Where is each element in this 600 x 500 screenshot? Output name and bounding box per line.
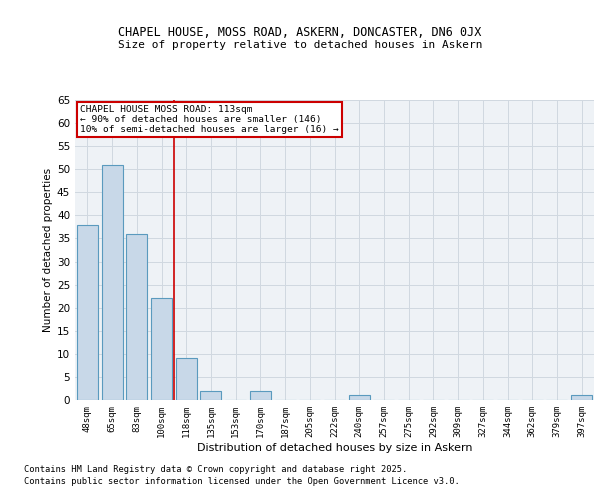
Text: Contains public sector information licensed under the Open Government Licence v3: Contains public sector information licen…	[24, 476, 460, 486]
Bar	[126, 234, 147, 400]
Text: Size of property relative to detached houses in Askern: Size of property relative to detached ho…	[118, 40, 482, 50]
X-axis label: Distribution of detached houses by size in Askern: Distribution of detached houses by size …	[197, 442, 472, 452]
Text: CHAPEL HOUSE, MOSS ROAD, ASKERN, DONCASTER, DN6 0JX: CHAPEL HOUSE, MOSS ROAD, ASKERN, DONCAST…	[118, 26, 482, 39]
Y-axis label: Number of detached properties: Number of detached properties	[43, 168, 53, 332]
Bar	[571, 396, 592, 400]
Text: CHAPEL HOUSE MOSS ROAD: 113sqm
← 90% of detached houses are smaller (146)
10% of: CHAPEL HOUSE MOSS ROAD: 113sqm ← 90% of …	[80, 104, 339, 134]
Bar	[176, 358, 197, 400]
Bar	[77, 224, 98, 400]
Bar	[101, 164, 122, 400]
Bar	[250, 391, 271, 400]
Bar	[349, 396, 370, 400]
Bar	[151, 298, 172, 400]
Text: Contains HM Land Registry data © Crown copyright and database right 2025.: Contains HM Land Registry data © Crown c…	[24, 466, 407, 474]
Bar	[200, 391, 221, 400]
